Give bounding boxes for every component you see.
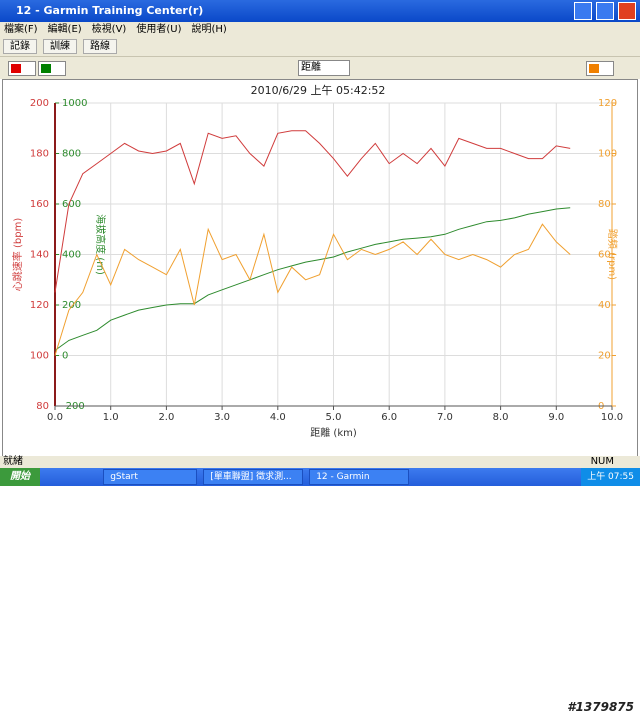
toolbar: 記錄 訓練 路線 xyxy=(0,37,640,57)
y2-axis-label: 海拔高度 (m) xyxy=(94,214,107,275)
x-axis-label: 距離 (km) xyxy=(310,426,357,439)
maximize[interactable] xyxy=(596,2,615,20)
y2-tick-label: 0 xyxy=(62,351,68,362)
y-tick-label: 120 xyxy=(30,300,49,311)
x-tick-label: 6.0 xyxy=(381,412,397,423)
series-line xyxy=(54,223,571,356)
y-tick-label: 180 xyxy=(30,149,49,160)
chart: 2010/6/29 上午 05:42:52 0.0 1.0 2.0 3.0 4.0 5.0… xyxy=(11,84,623,439)
title-bar: 12 - Garmin Training Center(r) xyxy=(0,0,640,22)
chart-toolbar: 距離 xyxy=(0,57,640,79)
y3-tick-label: 100 xyxy=(598,149,617,160)
minimize[interactable] xyxy=(574,2,593,20)
y3-tick-label: 80 xyxy=(598,199,611,210)
hr-color-picker[interactable] xyxy=(8,61,36,76)
y3-tick-label: 20 xyxy=(598,351,611,362)
chart-panel: 2010/6/29 上午 05:42:52 0.0 1.0 2.0 3.0 4.0 5.0… xyxy=(2,79,638,457)
y-tick-label: 80 xyxy=(36,401,49,412)
y2-tick-label: 400 xyxy=(62,250,81,261)
cadence-color-picker[interactable] xyxy=(586,61,614,76)
y2-tick-label: 1000 xyxy=(62,98,87,109)
y-axis-label: 心跳速率 (bpm) xyxy=(11,218,24,292)
x-tick-label: 3.0 xyxy=(214,412,230,423)
start-button[interactable]: 開始 xyxy=(0,468,40,486)
x-tick-label: 10.0 xyxy=(601,412,623,423)
x-tick-label: 9.0 xyxy=(548,412,564,423)
series-line xyxy=(54,207,571,351)
task-button[interactable]: [單車聯盟] 徵求測... xyxy=(203,469,304,485)
chart-title: 2010/6/29 上午 05:42:52 xyxy=(251,84,386,97)
task-button[interactable]: gStart xyxy=(103,469,198,485)
status-bar: 就緒 NUM xyxy=(0,456,640,468)
y-tick-label: 200 xyxy=(30,98,49,109)
y-tick-label: 100 xyxy=(30,351,49,362)
elev-color-picker[interactable] xyxy=(38,61,66,76)
window-controls xyxy=(574,2,636,28)
x-tick-label: 4.0 xyxy=(270,412,286,423)
y2-tick-label: 600 xyxy=(62,199,81,210)
task-button[interactable]: 12 - Garmin Training... xyxy=(309,469,410,496)
status-num: NUM xyxy=(590,456,614,467)
x-tick-label: 8.0 xyxy=(493,412,509,423)
y-tick-label: 140 xyxy=(30,250,49,261)
window-title: 12 - Garmin Training Center(r) xyxy=(16,4,204,17)
close[interactable] xyxy=(618,2,636,20)
clock: 上午 07:55 xyxy=(581,468,640,486)
toolbar-button[interactable]: 路線 xyxy=(83,39,117,54)
menu-item[interactable]: 使用者(U) xyxy=(136,24,182,35)
x-mode-select[interactable]: 距離 xyxy=(298,60,350,76)
toolbar-button[interactable]: 訓練 xyxy=(43,39,77,54)
menu-item[interactable]: 說明(H) xyxy=(191,24,227,35)
toolbar-button[interactable]: 記錄 xyxy=(3,39,37,54)
task-list: gStart [單車聯盟] 徵求測... 12 - Garmin Training.… xyxy=(43,469,410,496)
x-tick-label: 0.0 xyxy=(47,412,63,423)
menu-item[interactable]: 編輯(E) xyxy=(47,24,82,35)
watermark: #1379875 xyxy=(567,700,634,714)
status-text: 就緒 xyxy=(3,456,23,467)
y3-axis-label: 踏頻 (rpm) xyxy=(606,229,619,280)
menu-bar: 檔案(F) 編輯(E) 檢視(V) 使用者(U) 說明(H) xyxy=(0,22,640,37)
x-tick-label: 5.0 xyxy=(326,412,342,423)
menu-item[interactable]: 檔案(F) xyxy=(4,24,38,35)
y3-tick-label: 40 xyxy=(598,300,611,311)
x-tick-label: 7.0 xyxy=(437,412,453,423)
menu-item[interactable]: 檢視(V) xyxy=(91,24,127,35)
x-tick-label: 1.0 xyxy=(103,412,119,423)
x-tick-label: 2.0 xyxy=(158,412,174,423)
taskbar: 開始 gStart [單車聯盟] 徵求測... 12 - Garmin Traini… xyxy=(0,468,640,496)
y2-tick-label: 800 xyxy=(62,149,81,160)
y3-tick-label: 60 xyxy=(598,250,611,261)
y-tick-label: 160 xyxy=(30,199,49,210)
series-line xyxy=(54,130,571,293)
y3-tick-label: 120 xyxy=(598,98,617,109)
y2-tick-label: 200 xyxy=(62,300,81,311)
